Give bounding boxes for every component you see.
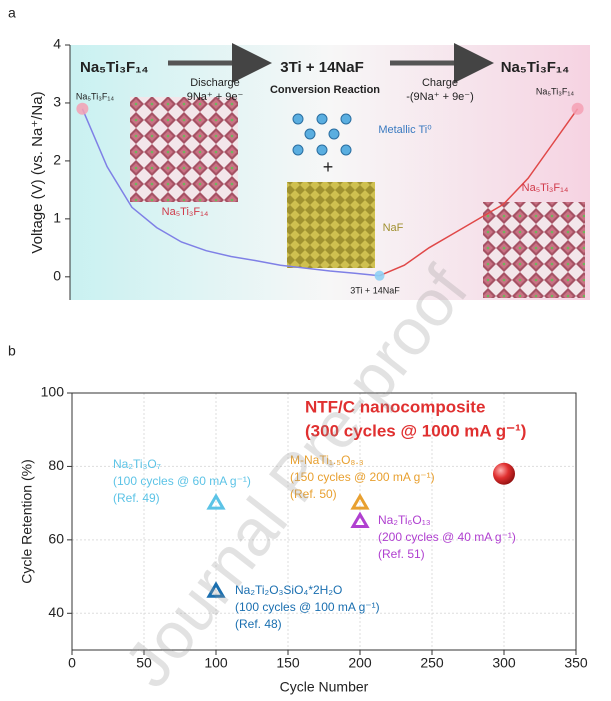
annotation: -(9Na⁺ + 9e⁻) <box>406 91 474 103</box>
point-note: (150 cycles @ 200 mA g⁻¹) <box>290 470 435 484</box>
y-tick-label: 80 <box>48 457 64 473</box>
point <box>206 493 226 510</box>
panel-a: a 0 1 2 3 4 Voltage (V) (vs. Na⁺/Na) Na₅Ti₃F₁₄ 3… <box>8 5 590 300</box>
annotation: Na₅Ti₃F₁₄ <box>536 86 574 96</box>
x-tick-label: 200 <box>348 655 372 671</box>
x-tick-label: 100 <box>204 655 228 671</box>
y-tick-label: 4 <box>53 36 61 52</box>
x-tick-label: 350 <box>564 655 588 671</box>
naf-structure <box>287 182 375 268</box>
point <box>206 581 226 598</box>
annotation: 3Ti + 14NaF <box>280 59 364 76</box>
point-label: Na₂Ti₂O₃SiO₄*2H₂O <box>235 583 342 597</box>
annotation: Na₅Ti₃F₁₄ <box>76 91 114 101</box>
point-label: M-NaTi₁.₅O₈.₃ <box>290 453 364 467</box>
start-point <box>76 102 89 115</box>
point-note: (200 cycles @ 40 mA g⁻¹) <box>378 530 516 544</box>
x-tick-label: 150 <box>276 655 300 671</box>
y-axis-label: Cycle Retention (%) <box>19 459 35 584</box>
annotation: NaF <box>383 222 404 234</box>
point <box>493 462 515 485</box>
point-label: Na₂Ti₆O₁₃ <box>378 513 431 527</box>
panel-b: b 40 60 80 100 0 50 100 150 200 250 300 350 Cycle Num… <box>8 343 588 695</box>
annotation: Na₅Ti₃F₁₄ <box>162 206 209 218</box>
point-note: (100 cycles @ 60 mA g⁻¹) <box>113 474 251 488</box>
x-tick-label: 300 <box>492 655 516 671</box>
x-tick-label: 0 <box>68 655 76 671</box>
x-tick-label: 250 <box>420 655 444 671</box>
crystal-structure <box>483 202 585 298</box>
point <box>350 511 370 528</box>
annotation: Na₅Ti₃F₁₄ <box>522 182 569 194</box>
x-axis-label: Cycle Number <box>280 679 369 695</box>
annotation: Na₅Ti₃F₁₄ <box>80 59 149 76</box>
crystal-structure <box>130 97 238 202</box>
voltage-curve <box>81 108 380 277</box>
ti-atoms <box>292 113 352 156</box>
annotation: 3Ti + 14NaF <box>350 285 400 295</box>
annotation: 9Na⁺ + 9e⁻ <box>187 91 244 103</box>
voltage-curve <box>379 108 579 277</box>
y-tick-label: 40 <box>48 604 64 620</box>
y-tick-label: 3 <box>53 94 61 110</box>
y-tick-label: 100 <box>41 384 65 400</box>
plot-frame <box>71 392 577 651</box>
y-tick-label: 1 <box>53 210 61 226</box>
point-label: NTF/C nanocomposite <box>305 397 485 416</box>
point-label: Na₂Ti₃O₇ <box>113 457 161 471</box>
y-tick-label: 0 <box>53 268 61 284</box>
panel-label: a <box>8 5 16 21</box>
annotation: Conversion Reaction <box>270 84 380 96</box>
point-note: (Ref. 51) <box>378 547 425 561</box>
x-tick-label: 50 <box>136 655 152 671</box>
annotation: Na₅Ti₃F₁₄ <box>501 59 570 76</box>
point <box>350 493 370 510</box>
point-note: (Ref. 48) <box>235 617 282 631</box>
y-tick-label: 60 <box>48 531 64 547</box>
annotation: Discharge <box>190 77 240 89</box>
annotation: + <box>323 157 334 177</box>
annotation: Charge <box>422 77 458 89</box>
y-axis-label: Voltage (V) (vs. Na⁺/Na) <box>29 91 46 253</box>
y-tick-label: 2 <box>53 152 61 168</box>
point-note: (Ref. 50) <box>290 487 337 501</box>
point-note: (100 cycles @ 100 mA g⁻¹) <box>235 600 380 614</box>
point-note: (300 cycles @ 1000 mA g⁻¹) <box>305 421 526 440</box>
end-point <box>374 270 385 281</box>
point-note: (Ref. 49) <box>113 491 160 505</box>
panel-label: b <box>8 343 16 359</box>
end-point <box>571 102 584 115</box>
annotation: Metallic Ti⁰ <box>378 124 432 136</box>
